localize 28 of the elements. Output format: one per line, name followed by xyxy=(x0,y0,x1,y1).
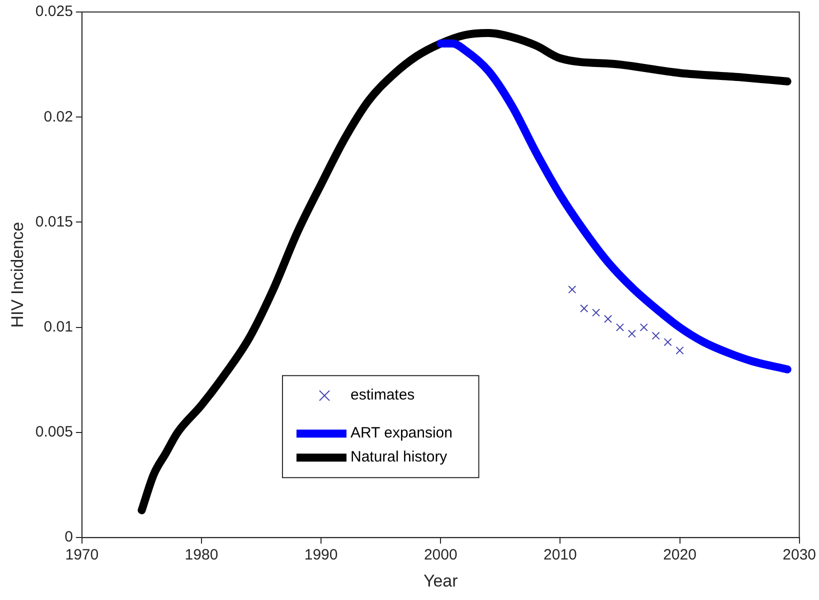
point xyxy=(580,304,588,312)
point xyxy=(604,314,612,323)
y-axis-title: HIV Incidence xyxy=(8,222,27,328)
point xyxy=(592,308,600,317)
x-tick-label: 2000 xyxy=(424,546,458,564)
point xyxy=(676,346,684,355)
x-axis-title: Year xyxy=(423,571,458,590)
x-tick-label: 2030 xyxy=(782,546,816,564)
y-tick-label: 0.01 xyxy=(44,318,73,336)
point xyxy=(652,332,660,340)
point xyxy=(628,330,636,338)
x-tick-label: 1970 xyxy=(65,546,99,564)
y-tick-label: 0.02 xyxy=(44,108,73,126)
legend-label: ART expansion xyxy=(350,424,452,442)
x-tick-label: 1990 xyxy=(304,546,338,564)
x-tick-label: 2020 xyxy=(663,546,696,564)
point xyxy=(640,323,648,332)
x-tick-label: 1980 xyxy=(184,546,218,564)
legend-label: Natural history xyxy=(350,448,448,466)
point xyxy=(664,338,672,346)
legend-label: estimates xyxy=(350,386,415,404)
point xyxy=(616,323,624,332)
point xyxy=(568,285,576,294)
x-tick-label: 2010 xyxy=(544,546,577,564)
y-tick-label: 0.015 xyxy=(35,213,73,230)
y-tick-label: 0.005 xyxy=(35,424,73,441)
y-tick-label: 0.025 xyxy=(35,3,73,20)
y-tick-label: 0 xyxy=(64,528,73,546)
